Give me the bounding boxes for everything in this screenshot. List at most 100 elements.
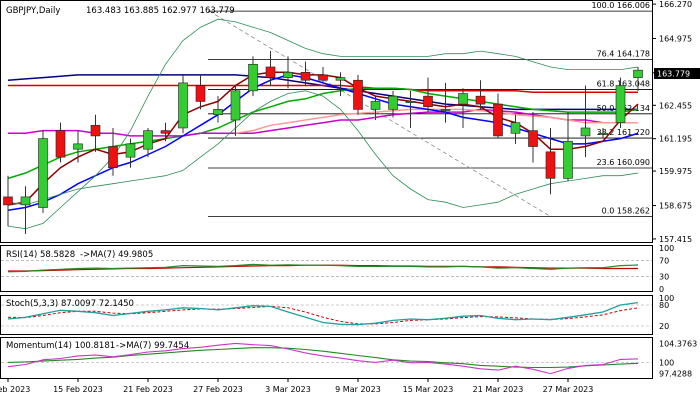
y-tick-label: 166.270 bbox=[659, 0, 692, 9]
rsi-tick-label: 100 bbox=[659, 244, 674, 253]
fib-label: 0.0 158.262 bbox=[602, 206, 650, 215]
candle-body bbox=[370, 101, 381, 110]
candle-body bbox=[55, 130, 66, 158]
stoch-tick-label: 100 bbox=[659, 294, 674, 303]
candle-body bbox=[633, 69, 643, 78]
candle-body bbox=[90, 125, 101, 137]
x-tick-label: 9 Feb 2023 bbox=[0, 385, 30, 394]
ma-line-4 bbox=[235, 108, 638, 135]
candle-body bbox=[353, 79, 363, 110]
momentum-panel bbox=[0, 337, 653, 379]
x-tick-label: 15 Mar 2023 bbox=[403, 385, 454, 394]
candle-body bbox=[283, 71, 293, 78]
candle-body bbox=[580, 127, 591, 137]
momentum-ma-label: ->MA(7) 99.7454 bbox=[116, 341, 189, 351]
rsi-tick-label: 30 bbox=[659, 273, 669, 282]
last-price-box bbox=[654, 68, 700, 79]
candle-body bbox=[125, 143, 136, 158]
momentum-tick-label: 100 bbox=[659, 358, 674, 367]
candle-body bbox=[38, 138, 48, 208]
main-price-panel bbox=[0, 0, 653, 243]
fib-label: 100.0 166.006 bbox=[591, 1, 650, 10]
candle-body bbox=[563, 140, 573, 179]
ma-line-3 bbox=[8, 108, 638, 137]
y-tick-label: 162.455 bbox=[659, 101, 692, 110]
candle-body bbox=[335, 77, 346, 81]
trendline bbox=[209, 10, 551, 217]
rsi-ma-label: ->MA(7) 49.9805 bbox=[80, 250, 153, 260]
chart-symbol: GBPJPY,Daily bbox=[6, 6, 60, 16]
momentum-tick-label: 104.3763 bbox=[659, 340, 697, 349]
rsi-panel bbox=[0, 245, 653, 292]
ma-line-7 bbox=[7, 18, 639, 230]
candle-body bbox=[213, 109, 223, 116]
y-tick-label: 158.675 bbox=[659, 202, 692, 211]
candle-body bbox=[178, 82, 188, 129]
date-axis: 9 Feb 2023 15 Feb 2023 21 Feb 2023 27 Feb 2… bbox=[0, 378, 593, 394]
stoch-d-line bbox=[7, 305, 639, 325]
candle-body bbox=[423, 95, 433, 108]
x-tick-label: 3 Mar 2023 bbox=[265, 385, 311, 394]
candle-body bbox=[388, 95, 398, 110]
candle-body bbox=[510, 122, 521, 134]
last-price-label: 163.779 bbox=[657, 70, 690, 79]
x-tick-label: 21 Feb 2023 bbox=[123, 385, 173, 394]
momentum-line bbox=[7, 342, 639, 375]
fib-label: 61.8 163.048 bbox=[597, 80, 650, 89]
candle-body bbox=[493, 103, 503, 137]
candle-body bbox=[545, 151, 556, 179]
candle-body bbox=[528, 130, 538, 147]
candle-body bbox=[3, 196, 13, 206]
fib-label: 76.4 164.178 bbox=[597, 50, 650, 59]
chart-ohlc: 163.483 163.885 162.977 163.779 bbox=[86, 6, 235, 16]
candle-body bbox=[440, 109, 451, 111]
rsi-tick-label: 0 bbox=[659, 285, 664, 294]
stoch-k-line bbox=[7, 301, 639, 326]
x-tick-label: 15 Feb 2023 bbox=[53, 385, 103, 394]
ma-line-1 bbox=[8, 84, 638, 93]
candle-body bbox=[598, 132, 608, 135]
momentum-lines: 104.3763 100 97.4288 bbox=[1, 340, 697, 378]
y-tick-label: 161.195 bbox=[659, 135, 692, 144]
momentum-tick-label: 97.4288 bbox=[659, 369, 692, 378]
candle-body bbox=[160, 130, 171, 134]
candle-body bbox=[458, 93, 468, 105]
rsi-tick-label: 70 bbox=[659, 256, 669, 265]
momentum-label: Momentum(14) 100.8181 bbox=[6, 341, 115, 351]
candle-body bbox=[405, 101, 416, 103]
indicator-lines bbox=[7, 18, 639, 230]
candle-body bbox=[248, 64, 258, 92]
candle-body bbox=[318, 74, 328, 81]
candle-body bbox=[195, 85, 206, 102]
fib-label: 38.2 161.220 bbox=[597, 128, 650, 137]
fib-trendline bbox=[209, 10, 551, 217]
y-tick-label: 157.415 bbox=[659, 235, 692, 244]
y-tick-label: 164.975 bbox=[659, 34, 692, 43]
x-tick-label: 9 Mar 2023 bbox=[335, 385, 381, 394]
x-tick-label: 27 Mar 2023 bbox=[543, 385, 594, 394]
rsi-label: RSI(14) 58.5828 bbox=[6, 250, 75, 260]
y-tick-label: 159.975 bbox=[659, 167, 692, 176]
x-tick-label: 21 Mar 2023 bbox=[473, 385, 524, 394]
candlesticks bbox=[3, 51, 643, 235]
candle-body bbox=[20, 196, 31, 206]
stoch-tick-label: 20 bbox=[659, 322, 669, 331]
rsi-line bbox=[7, 263, 639, 273]
fib-label: 23.6 160.090 bbox=[597, 158, 650, 167]
x-tick-label: 27 Feb 2023 bbox=[193, 385, 243, 394]
stoch-panel bbox=[0, 295, 653, 335]
candle-body bbox=[108, 146, 118, 169]
stoch-label: Stoch(5,3,3) 87.0097 72.1450 bbox=[6, 299, 134, 309]
candle-body bbox=[475, 95, 486, 105]
candle-body bbox=[143, 130, 153, 150]
candle-body bbox=[265, 66, 276, 78]
rsi-lines: 100 70 30 0 bbox=[1, 244, 674, 294]
candle-body bbox=[73, 143, 83, 150]
ma-line-8 bbox=[7, 90, 639, 208]
candle-body bbox=[300, 71, 311, 81]
candle-body bbox=[230, 90, 241, 121]
stoch-tick-label: 80 bbox=[659, 301, 669, 310]
candle-body bbox=[615, 85, 626, 123]
